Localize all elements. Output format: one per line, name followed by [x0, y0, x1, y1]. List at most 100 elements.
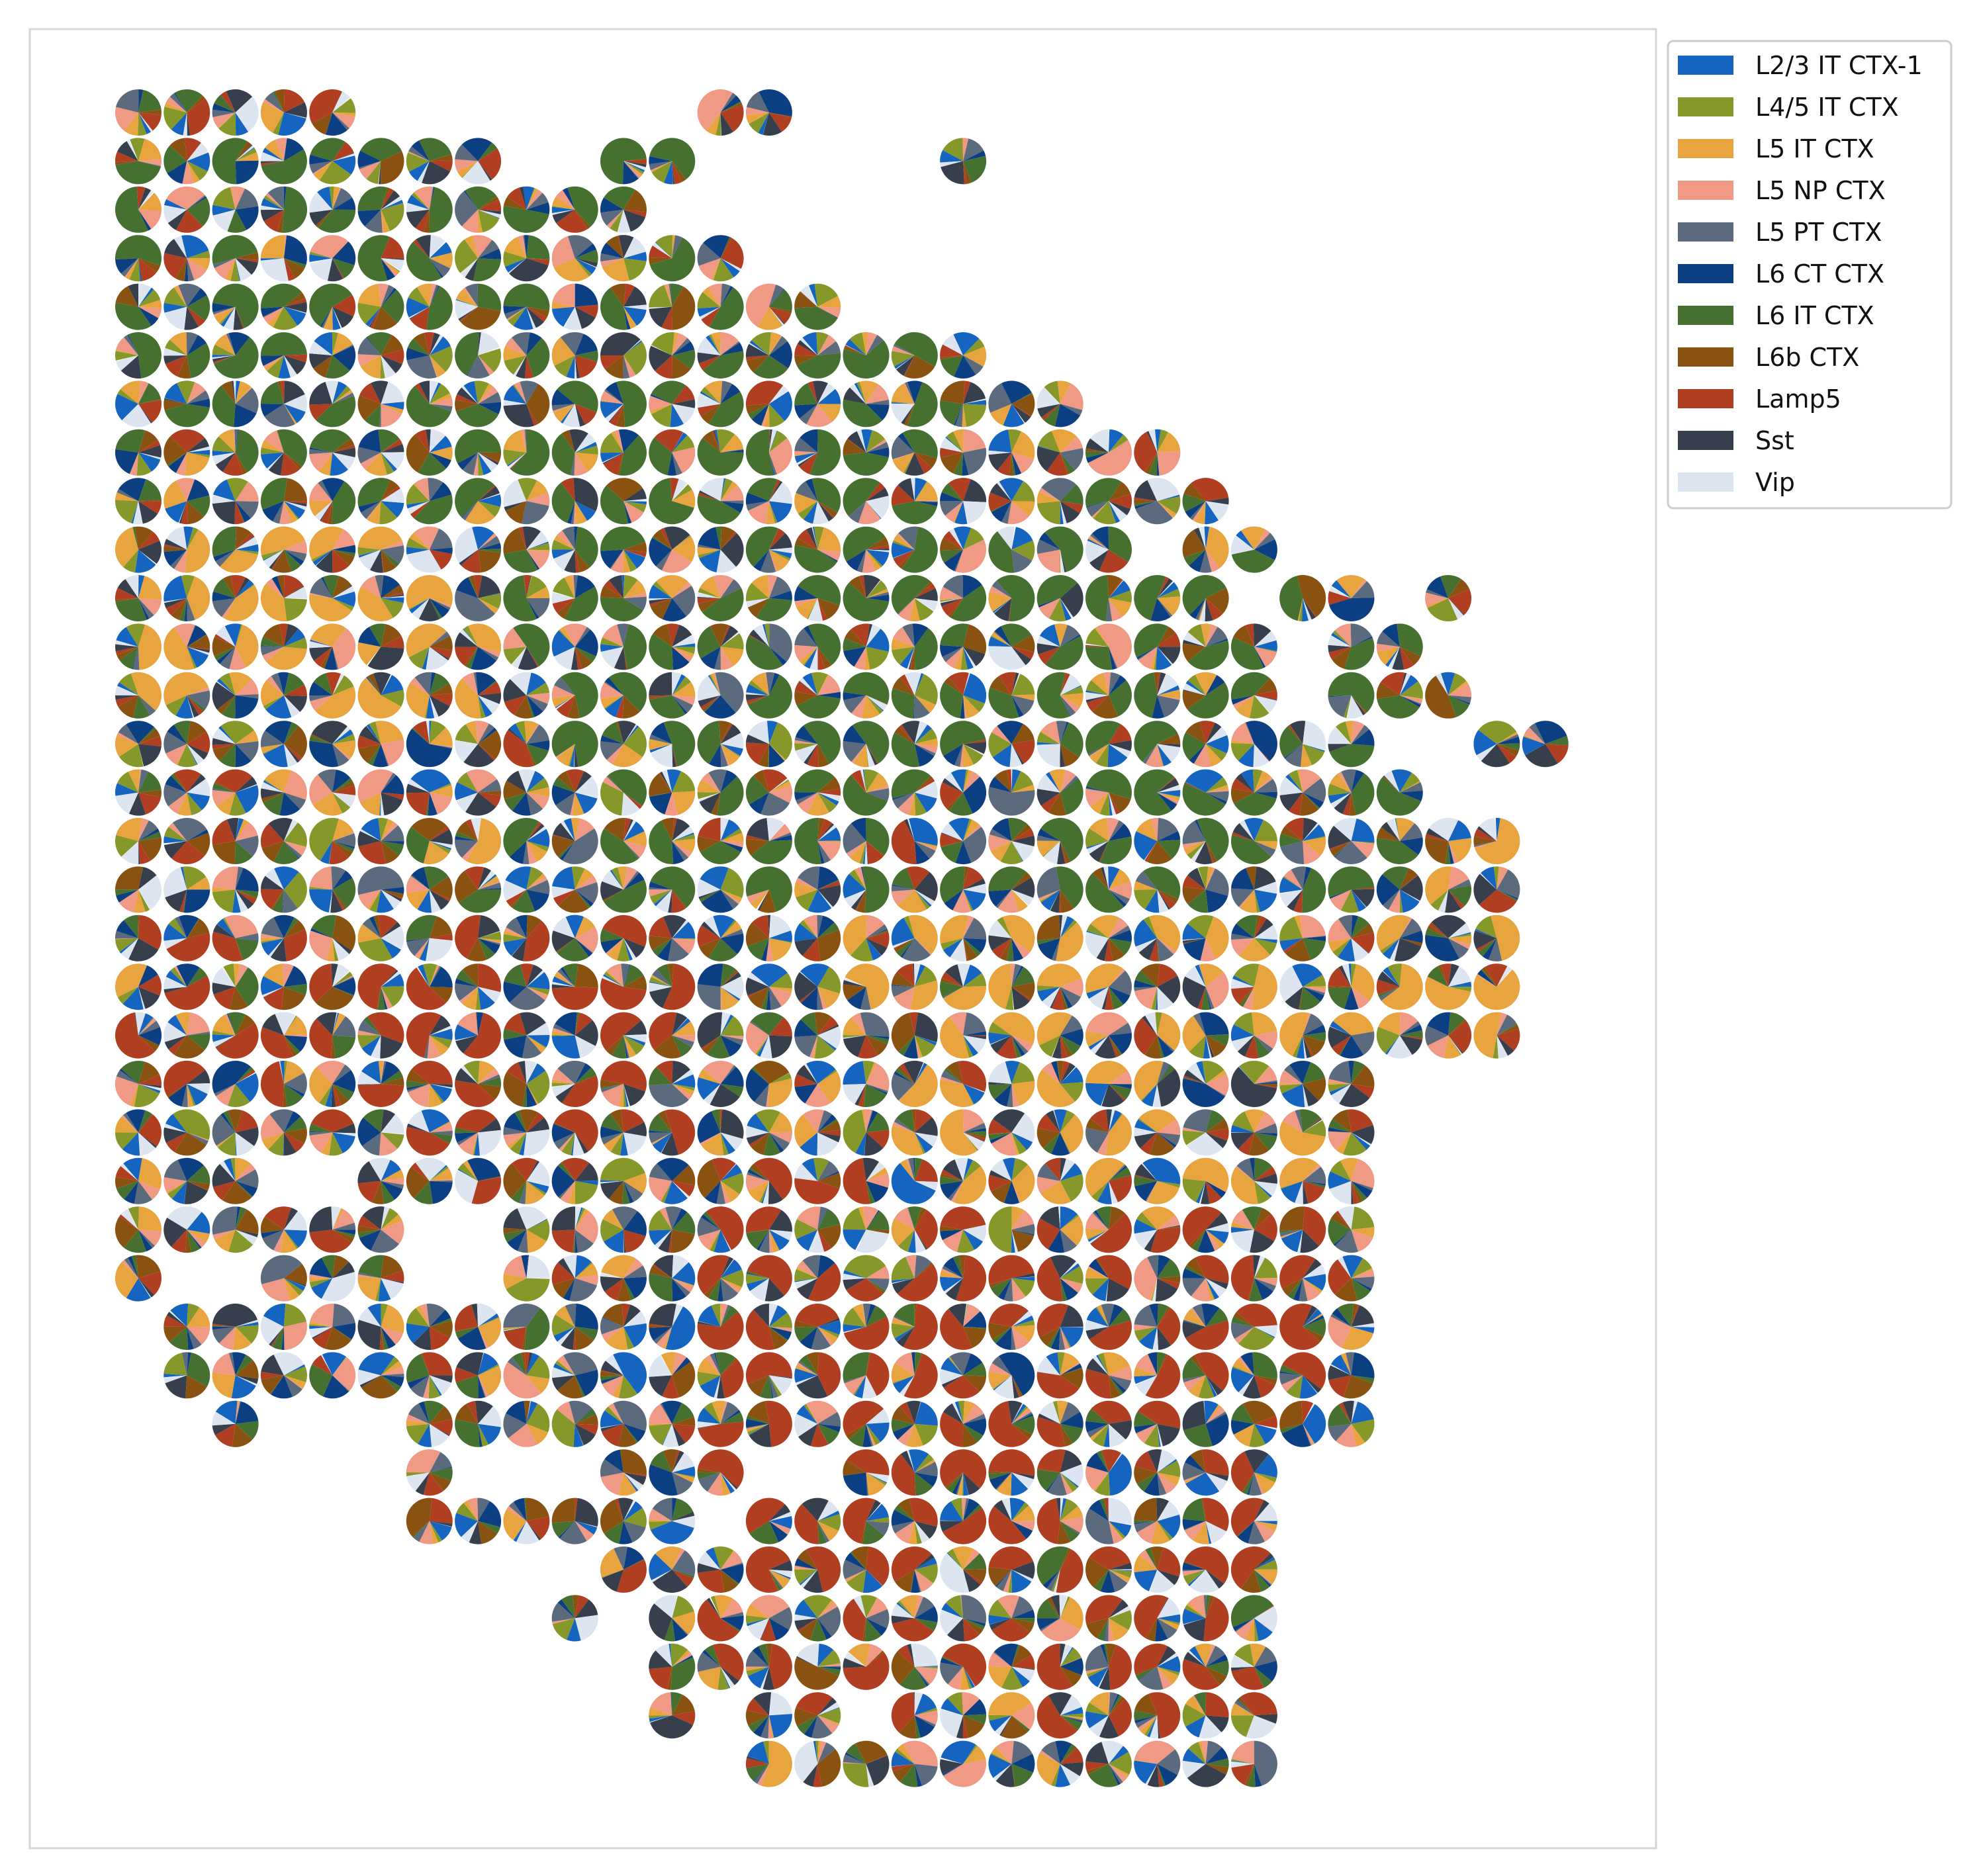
pie-wedge	[163, 672, 209, 705]
spot-pie	[163, 672, 210, 719]
pie-wedge	[862, 1084, 866, 1107]
pie-wedge	[1448, 866, 1469, 890]
pie-wedge	[183, 526, 193, 550]
pie-wedge	[1085, 721, 1121, 755]
spot-pie	[212, 866, 259, 913]
spot-pie	[745, 478, 792, 525]
pie-wedge	[459, 889, 502, 913]
pie-wedge	[478, 695, 486, 719]
pie-wedge	[866, 695, 888, 705]
spot-pie	[794, 1012, 841, 1059]
pie-wedge	[461, 501, 479, 518]
spot-pie	[600, 283, 647, 330]
pie-wedge	[1109, 580, 1130, 598]
pie-wedge	[623, 1035, 630, 1058]
pie-wedge	[1303, 818, 1318, 841]
pie-wedge	[1060, 919, 1078, 938]
pie-wedge	[235, 544, 259, 552]
spot-pie	[1085, 526, 1132, 573]
pie-wedge	[522, 1035, 542, 1059]
pie-wedge	[526, 970, 545, 987]
pie-wedge	[843, 979, 866, 987]
pie-wedge	[260, 976, 284, 995]
pie-wedge	[526, 384, 550, 425]
spot-pie	[697, 575, 744, 621]
pie-wedge	[1328, 1079, 1352, 1084]
pie-wedge	[263, 99, 284, 112]
pie-wedge	[1303, 1062, 1326, 1084]
pie-wedge	[940, 866, 965, 903]
pie-wedge	[906, 866, 930, 890]
pie-wedge	[115, 938, 138, 952]
pie-wedge	[896, 1109, 915, 1133]
pie-wedge	[1037, 635, 1060, 647]
pie-wedge	[429, 1035, 449, 1056]
pie-wedge	[212, 819, 236, 845]
pie-wedge	[138, 1084, 161, 1089]
pie-wedge	[332, 294, 356, 317]
pie-wedge	[1427, 598, 1458, 622]
pie-wedge	[1448, 889, 1465, 909]
pie-wedge	[138, 452, 161, 460]
pie-wedge	[175, 209, 203, 233]
pie-wedge	[1427, 925, 1449, 938]
pie-wedge	[1096, 938, 1109, 961]
pie-wedge	[1329, 586, 1352, 598]
pie-wedge	[623, 549, 645, 569]
pie-wedge	[720, 987, 741, 1001]
pie-wedge	[751, 1067, 769, 1084]
pie-wedge	[235, 206, 259, 230]
pie-wedge	[1183, 938, 1206, 944]
spot-pie	[1182, 575, 1229, 621]
pie-wedge	[1060, 841, 1067, 864]
pie-wedge	[988, 592, 1012, 612]
pie-wedge	[212, 354, 236, 358]
pie-wedge	[1473, 729, 1497, 756]
spot-pie	[1182, 526, 1229, 573]
pie-wedge	[187, 195, 206, 210]
pie-wedge	[908, 915, 938, 954]
pie-wedge	[571, 452, 575, 476]
pie-wedge	[381, 969, 398, 987]
pie-wedge	[1351, 695, 1365, 715]
spot-pie	[600, 818, 647, 865]
spot-pie	[891, 866, 938, 913]
pie-wedge	[187, 744, 204, 765]
pie-wedge	[138, 112, 153, 132]
pie-wedge	[1377, 647, 1400, 665]
pie-wedge	[914, 695, 936, 713]
pie-wedge	[746, 355, 769, 373]
pie-wedge	[461, 1065, 479, 1084]
pie-wedge	[1231, 987, 1254, 1004]
pie-wedge	[478, 867, 492, 890]
pie-wedge	[866, 501, 882, 519]
pie-wedge	[897, 478, 915, 502]
pie-wedge	[795, 725, 818, 744]
pie-wedge	[265, 868, 284, 890]
pie-wedge	[277, 209, 284, 233]
pie-wedge	[358, 627, 381, 647]
pie-wedge	[940, 833, 964, 847]
pie-wedge	[138, 818, 149, 841]
pie-wedge	[1303, 975, 1326, 987]
spot-pie	[843, 332, 890, 379]
pie-wedge	[367, 1012, 404, 1044]
pie-wedge	[1239, 1061, 1269, 1084]
spot-pie	[455, 283, 502, 330]
pie-wedge	[651, 975, 672, 987]
pie-wedge	[310, 695, 333, 711]
pie-wedge	[623, 1132, 647, 1155]
pie-wedge	[1134, 919, 1158, 947]
pie-wedge	[914, 721, 928, 744]
spot-pie	[309, 283, 356, 330]
pie-wedge	[575, 404, 586, 427]
pie-wedge	[212, 187, 236, 210]
spot-pie	[1279, 1012, 1326, 1059]
pie-wedge	[410, 677, 430, 695]
pie-wedge	[866, 1063, 890, 1091]
pie-wedge	[672, 791, 696, 815]
pie-wedge	[914, 889, 931, 910]
pie-wedge	[914, 792, 937, 813]
pie-wedge	[332, 819, 354, 841]
pie-wedge	[429, 598, 442, 619]
